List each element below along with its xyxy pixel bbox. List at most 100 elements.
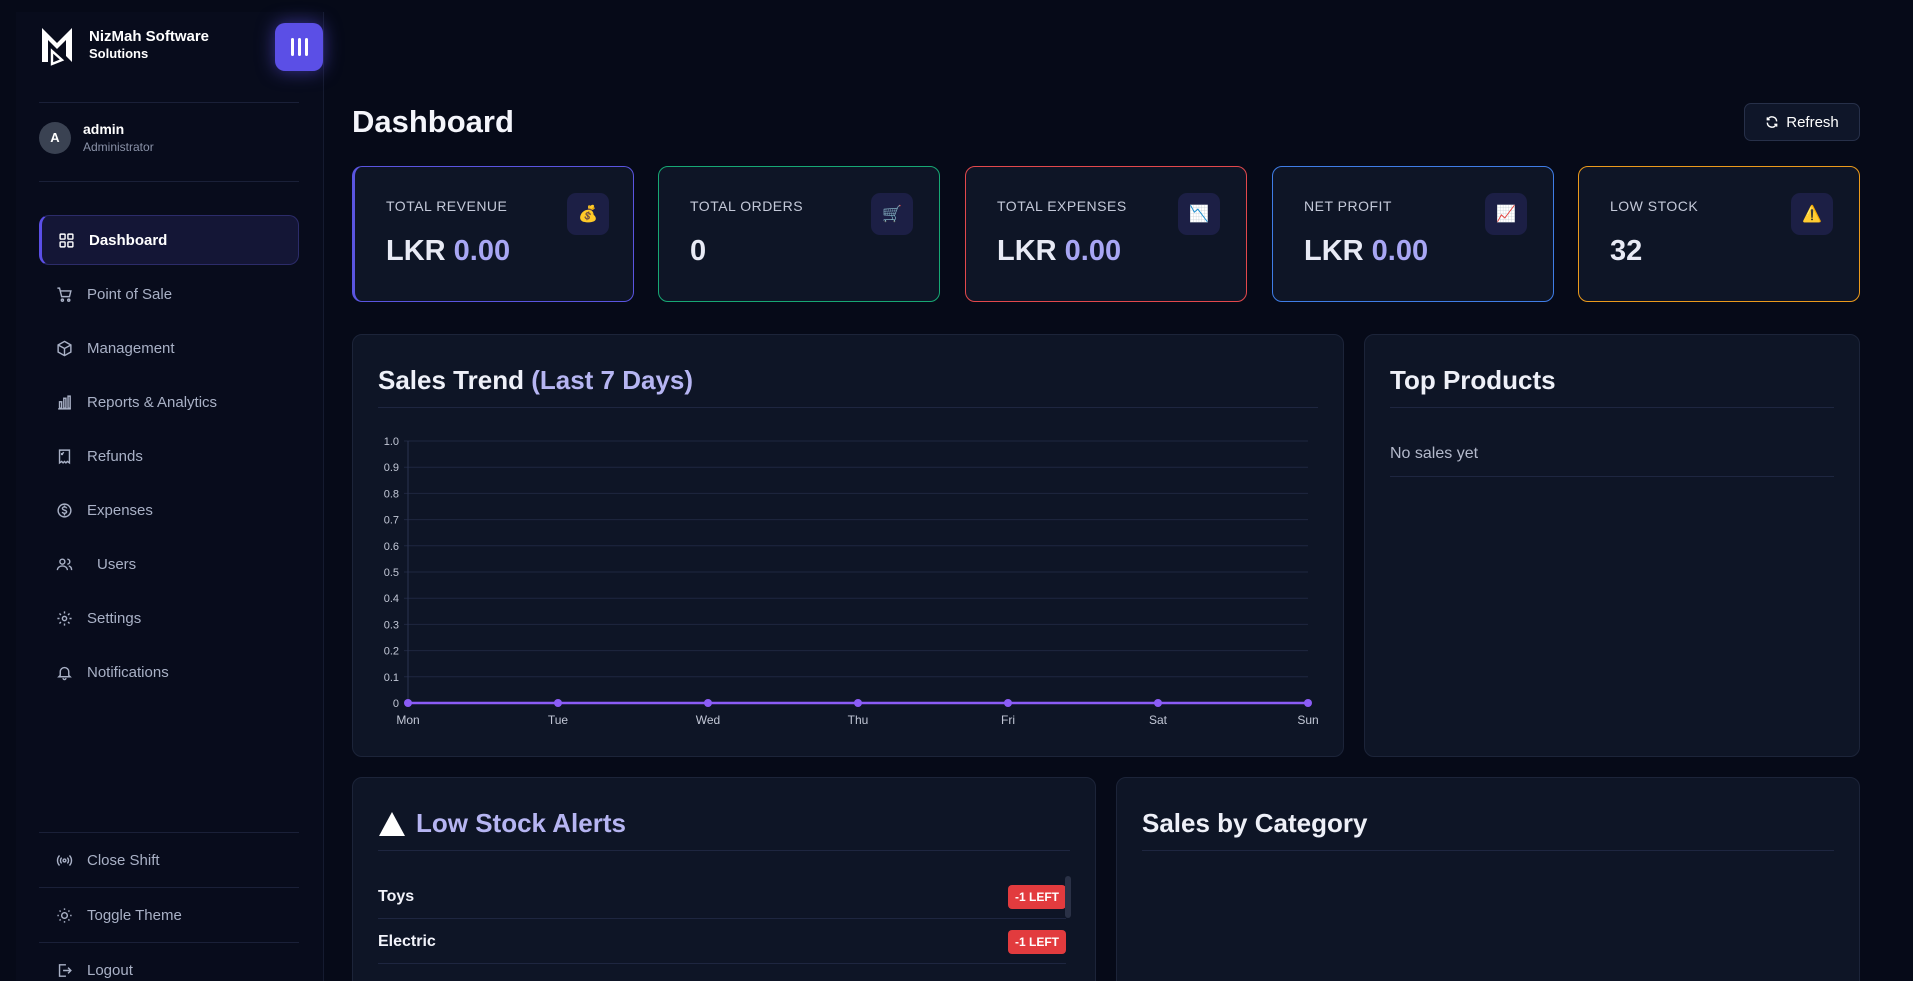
bar-chart-icon bbox=[58, 394, 71, 410]
sidebar-item-point-of-sale[interactable]: Point of Sale bbox=[39, 269, 299, 319]
data-point bbox=[404, 699, 412, 707]
page-title: Dashboard bbox=[352, 104, 514, 139]
sidebar-bottom-nav: Close Shift Toggle Theme Logout bbox=[39, 832, 299, 981]
brand-subtitle: Solutions bbox=[89, 46, 149, 61]
y-tick-label: 0 bbox=[393, 698, 399, 710]
close-shift-label: Close Shift bbox=[87, 851, 160, 869]
y-tick-label: 0.8 bbox=[384, 488, 399, 500]
sidebar-item-notifications[interactable]: Notifications bbox=[39, 647, 299, 697]
refund-icon bbox=[58, 448, 71, 464]
stat-value: 32 bbox=[1610, 235, 1643, 267]
sidebar-item-label: Refunds bbox=[87, 447, 143, 465]
broadcast-icon bbox=[56, 854, 73, 866]
y-tick-label: 0.2 bbox=[384, 646, 399, 658]
sales-trend-panel: Sales Trend (Last 7 Days) 0 0.1 0.2 0.3 0.4 0… bbox=[352, 334, 1344, 757]
stat-label: TOTAL EXPENSES bbox=[997, 198, 1127, 214]
stat-card-net-profit: NET PROFIT LKR 0.00 📈 bbox=[1272, 166, 1554, 302]
stat-label: LOW STOCK bbox=[1610, 198, 1699, 214]
sun-icon bbox=[57, 907, 72, 923]
toggle-theme-button[interactable]: Toggle Theme bbox=[39, 887, 299, 942]
x-tick-label: Tue bbox=[548, 713, 569, 727]
brand-logo-icon bbox=[42, 28, 72, 66]
chart-decreasing-icon: 📉 bbox=[1178, 193, 1220, 235]
stat-label: TOTAL REVENUE bbox=[386, 198, 508, 214]
brand[interactable]: NizMah Software Solutions bbox=[39, 24, 209, 66]
scrollbar[interactable] bbox=[1065, 876, 1071, 918]
close-shift-button[interactable]: Close Shift bbox=[39, 832, 299, 887]
users-icon bbox=[56, 557, 73, 570]
y-tick-label: 0.3 bbox=[384, 619, 399, 631]
low-stock-badge: -1 LEFT bbox=[1008, 884, 1066, 909]
y-tick-label: 0.6 bbox=[384, 541, 399, 553]
low-stock-item[interactable]: Electric -1 LEFT bbox=[378, 920, 1066, 964]
user-role: Administrator bbox=[83, 140, 154, 154]
menu-toggle-button[interactable] bbox=[275, 23, 323, 71]
low-stock-alerts-panel: Low Stock Alerts Toys -1 LEFT Electric -… bbox=[352, 777, 1096, 981]
y-tick-label: 0.1 bbox=[384, 672, 399, 684]
money-bag-icon: 💰 bbox=[567, 193, 609, 235]
logout-label: Logout bbox=[87, 961, 133, 979]
y-tick-label: 1.0 bbox=[384, 436, 399, 448]
sidebar-item-label: Management bbox=[87, 339, 175, 357]
stat-card-total-expenses: TOTAL EXPENSES LKR 0.00 📉 bbox=[965, 166, 1247, 302]
low-stock-item-name: Electric bbox=[378, 932, 436, 950]
data-point bbox=[1304, 699, 1312, 707]
low-stock-item[interactable]: Toys -1 LEFT bbox=[378, 875, 1066, 919]
stat-card-total-revenue: TOTAL REVENUE LKR 0.00 💰 bbox=[352, 166, 634, 302]
sidebar-nav: Dashboard Point of Sale Management Repor… bbox=[39, 215, 299, 701]
bell-icon bbox=[57, 666, 72, 680]
brand-name: NizMah Software bbox=[89, 28, 210, 45]
warning-icon: ⚠️ bbox=[1791, 193, 1833, 235]
data-point bbox=[554, 699, 562, 707]
dollar-icon bbox=[57, 502, 72, 518]
sidebar-item-expenses[interactable]: Expenses bbox=[39, 485, 299, 535]
sidebar-item-management[interactable]: Management bbox=[39, 323, 299, 373]
stat-label: TOTAL ORDERS bbox=[690, 198, 804, 214]
sidebar-item-label: Point of Sale bbox=[87, 285, 173, 303]
sidebar-item-dashboard[interactable]: Dashboard bbox=[39, 215, 299, 265]
y-tick-label: 0.5 bbox=[384, 567, 399, 579]
logout-button[interactable]: Logout bbox=[39, 942, 299, 981]
cart-icon bbox=[57, 286, 72, 302]
sidebar-item-settings[interactable]: Settings bbox=[39, 593, 299, 643]
y-tick-label: 0.7 bbox=[384, 515, 399, 527]
avatar: A bbox=[39, 121, 71, 154]
sidebar-item-refunds[interactable]: Refunds bbox=[39, 431, 299, 481]
stat-value: LKR 0.00 bbox=[997, 235, 1122, 267]
x-tick-label: Thu bbox=[848, 713, 869, 727]
sidebar-item-reports[interactable]: Reports & Analytics bbox=[39, 377, 299, 427]
data-point bbox=[1004, 699, 1012, 707]
sidebar-item-label: Reports & Analytics bbox=[87, 393, 218, 411]
gear-icon bbox=[57, 610, 72, 626]
sales-by-category-panel: Sales by Category bbox=[1116, 777, 1860, 981]
low-stock-badge: -1 LEFT bbox=[1008, 929, 1066, 954]
x-tick-label: Wed bbox=[696, 713, 720, 727]
sidebar-item-label: Expenses bbox=[87, 501, 153, 519]
x-tick-label: Mon bbox=[396, 713, 419, 727]
low-stock-item[interactable] bbox=[378, 965, 1066, 981]
low-stock-item-name: Toys bbox=[378, 887, 415, 905]
sidebar-item-users[interactable]: Users bbox=[39, 539, 299, 589]
stat-card-total-orders: TOTAL ORDERS 0 🛒 bbox=[658, 166, 940, 302]
top-products-title: Top Products bbox=[1390, 365, 1556, 395]
stat-value: LKR 0.00 bbox=[386, 235, 511, 267]
low-stock-title: Low Stock Alerts bbox=[378, 808, 626, 839]
refresh-button[interactable]: Refresh bbox=[1744, 103, 1860, 141]
refresh-icon bbox=[1766, 116, 1778, 128]
logout-icon bbox=[58, 963, 72, 977]
stat-value: 0 bbox=[690, 235, 707, 267]
sidebar-divider bbox=[39, 102, 299, 103]
top-products-empty: No sales yet bbox=[1390, 445, 1479, 462]
user-name: admin bbox=[83, 121, 125, 137]
refresh-label: Refresh bbox=[1786, 113, 1839, 131]
x-tick-label: Sat bbox=[1149, 713, 1168, 727]
grid-icon bbox=[59, 232, 74, 248]
sidebar-divider bbox=[39, 181, 299, 182]
toggle-theme-label: Toggle Theme bbox=[87, 906, 182, 924]
stat-label: NET PROFIT bbox=[1304, 198, 1392, 214]
sidebar: NizMah Software Solutions A admin Admini… bbox=[16, 12, 324, 981]
box-icon bbox=[57, 340, 72, 356]
chart-increasing-icon: 📈 bbox=[1485, 193, 1527, 235]
sidebar-item-label: Settings bbox=[87, 609, 142, 627]
sales-trend-title: Sales Trend (Last 7 Days) bbox=[378, 365, 694, 395]
